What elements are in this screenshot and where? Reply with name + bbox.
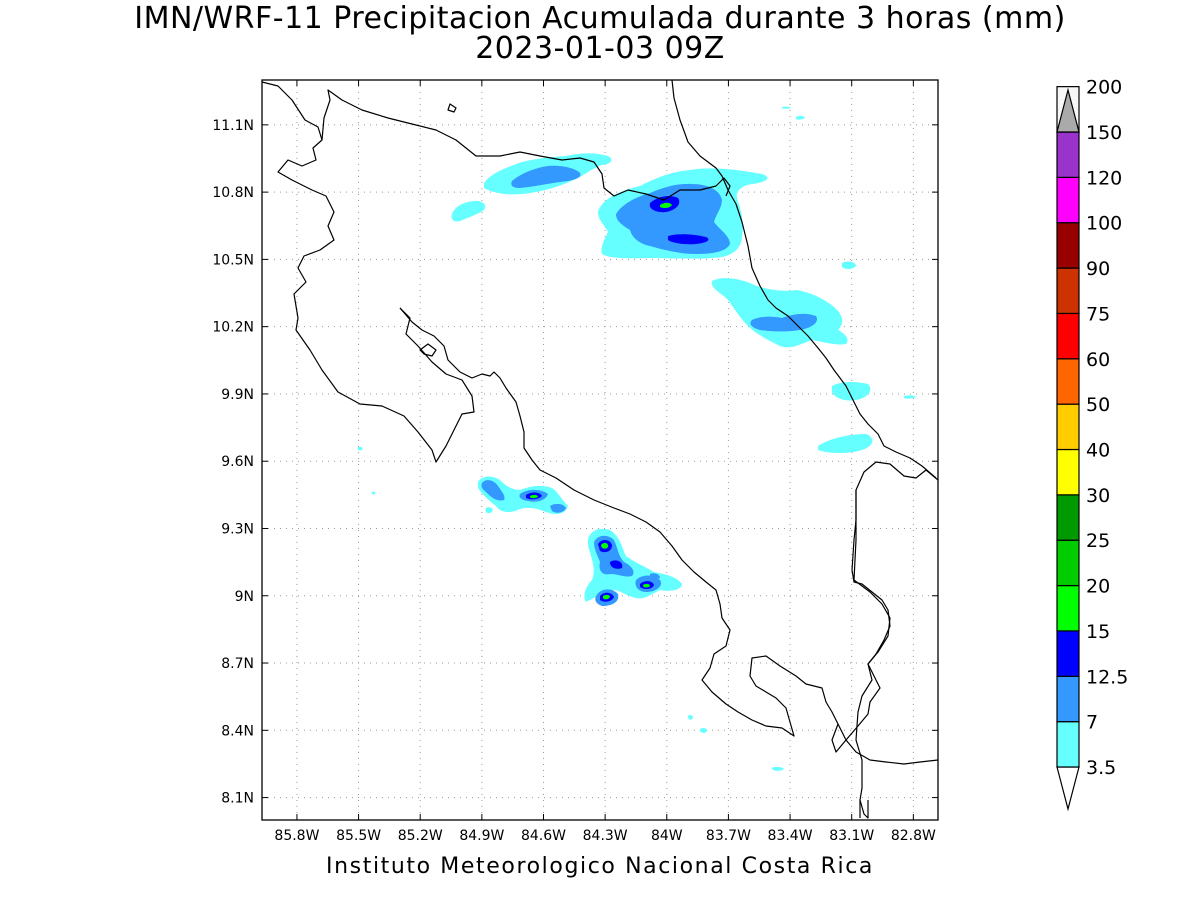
colorbar-lower-arrow <box>1056 766 1080 812</box>
rain-field-north-east <box>598 168 768 259</box>
colorbar-swatch <box>1056 358 1080 405</box>
pacific-coastline-se <box>837 723 938 765</box>
map-subtitle: 2023-01-03 09Z <box>475 31 725 66</box>
lon-tick-label: 84.6W <box>521 828 566 844</box>
rain-field-north-central <box>451 153 612 222</box>
colorbar-label: 100 <box>1086 213 1122 235</box>
lat-tick-label: 11.1N <box>212 118 254 134</box>
colorbar-swatch <box>1056 584 1080 632</box>
lon-tick-label: 85.5W <box>336 828 381 844</box>
map-frame <box>261 79 939 821</box>
rain-field-south <box>688 714 784 771</box>
colorbar-swatch <box>1056 222 1080 269</box>
lat-tick-label: 10.2N <box>212 320 254 336</box>
longitude-labels: 85.8W 85.5W 85.2W 84.9W 84.6W 84.3W 84W 83.7W 83… <box>274 828 936 844</box>
colorbar-swatch <box>1056 630 1080 677</box>
lon-tick-label: 83.7W <box>706 828 751 844</box>
colorbar-label: 50 <box>1086 394 1110 416</box>
nicaragua-border <box>321 89 717 201</box>
colorbar-label: 7 <box>1086 712 1098 734</box>
colorbar-swatch <box>1056 312 1080 360</box>
rain-field-south-central <box>357 446 682 606</box>
colorbar-label: 3.5 <box>1086 757 1116 779</box>
lon-tick-label: 83.1W <box>829 828 874 844</box>
colorbar-label: 12.5 <box>1086 666 1128 688</box>
colorbar-label: 30 <box>1086 485 1110 507</box>
map-ticks <box>262 80 938 820</box>
map-title: IMN/WRF-11 Precipitacion Acumulada duran… <box>134 1 1066 36</box>
colorbar-label: 25 <box>1086 530 1110 552</box>
colorbar-label: 15 <box>1086 621 1110 643</box>
lon-tick-label: 85.8W <box>274 828 319 844</box>
caribbean-coastline <box>671 80 937 479</box>
colorbar-label: 200 <box>1086 77 1122 99</box>
lake-island <box>447 103 457 113</box>
nicoya-island <box>419 343 437 357</box>
colorbar-label: 150 <box>1086 122 1122 144</box>
lat-tick-label: 10.8N <box>212 185 254 201</box>
colorbar-label: 60 <box>1086 349 1110 371</box>
colorbar-swatch <box>1056 539 1080 587</box>
panama-border <box>853 490 891 818</box>
coastlines <box>262 80 938 819</box>
lat-tick-label: 9.3N <box>221 521 254 537</box>
latitude-labels: 11.1N 10.8N 10.5N 10.2N 9.9N 9.6N 9.3N 9N 8.7N 8.… <box>212 118 254 807</box>
colorbar-upper-arrow <box>1056 87 1080 133</box>
colorbar-label: 20 <box>1086 576 1110 598</box>
lat-tick-label: 9.6N <box>221 454 254 470</box>
lat-tick-label: 9.9N <box>221 387 254 403</box>
lon-tick-label: 83.4W <box>768 828 813 844</box>
precipitation-fields <box>357 106 916 771</box>
colorbar-swatch <box>1056 675 1080 723</box>
lon-tick-label: 84.9W <box>459 828 504 844</box>
rain-field-caribbean <box>711 106 916 453</box>
lat-tick-label: 9N <box>235 589 254 605</box>
colorbar-label: 75 <box>1086 303 1110 325</box>
lon-tick-label: 84.3W <box>583 828 628 844</box>
colorbar-swatch <box>1056 494 1080 541</box>
punta-burica <box>859 799 869 819</box>
pacific-coastline-north <box>262 81 475 463</box>
lon-tick-label: 82.8W <box>891 828 936 844</box>
lon-tick-label: 85.2W <box>398 828 443 844</box>
colorbar-label: 40 <box>1086 440 1110 462</box>
colorbar-swatch <box>1056 267 1080 315</box>
colorbar-swatch <box>1056 448 1080 496</box>
lat-tick-label: 8.1N <box>221 791 254 807</box>
colorbar-label: 120 <box>1086 167 1122 189</box>
lat-tick-label: 8.7N <box>221 656 254 672</box>
colorbar-swatch <box>1056 131 1080 178</box>
colorbar-swatch <box>1056 403 1080 451</box>
pacific-coastline-south <box>399 307 938 753</box>
lat-tick-label: 10.5N <box>212 252 254 268</box>
lat-tick-label: 8.4N <box>221 723 254 739</box>
colorbar: 3.5 7 12.5 15 20 25 30 40 50 60 75 90 100 120 150 200 <box>1056 77 1128 812</box>
lon-tick-label: 84W <box>651 828 683 844</box>
colorbar-swatch <box>1056 176 1080 224</box>
colorbar-label: 90 <box>1086 258 1110 280</box>
bay-inlet <box>715 177 731 197</box>
colorbar-swatch <box>1056 721 1080 768</box>
footer-credit: Instituto Meteorologico Nacional Costa R… <box>326 854 874 879</box>
